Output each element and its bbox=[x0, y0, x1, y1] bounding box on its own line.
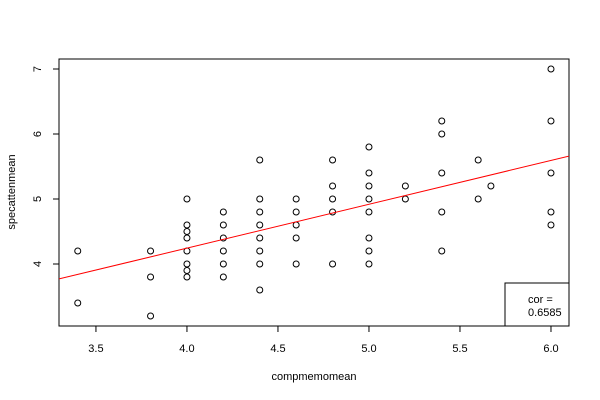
point bbox=[147, 273, 155, 281]
point bbox=[401, 182, 409, 190]
point bbox=[547, 117, 555, 125]
point bbox=[219, 221, 227, 229]
point bbox=[74, 299, 82, 307]
point bbox=[547, 208, 555, 216]
point bbox=[365, 247, 373, 255]
point bbox=[219, 208, 227, 216]
x-tick-label: 6.0 bbox=[543, 343, 558, 355]
point bbox=[438, 117, 446, 125]
point bbox=[365, 260, 373, 268]
point bbox=[365, 195, 373, 203]
x-tick-label: 5.5 bbox=[452, 343, 467, 355]
point bbox=[329, 208, 337, 216]
y-tick-label: 6 bbox=[32, 131, 44, 137]
point bbox=[183, 266, 191, 274]
point bbox=[183, 195, 191, 203]
point bbox=[183, 227, 191, 235]
point bbox=[147, 312, 155, 320]
x-tick-label: 4.5 bbox=[270, 343, 285, 355]
point bbox=[256, 234, 264, 242]
regression-line bbox=[59, 155, 569, 280]
y-axis-label: specattenmean bbox=[6, 154, 18, 229]
x-tick-label: 5.0 bbox=[361, 343, 376, 355]
point bbox=[365, 169, 373, 177]
point bbox=[438, 130, 446, 138]
annotation: 0.6585 bbox=[528, 307, 562, 319]
point bbox=[438, 169, 446, 177]
point bbox=[487, 182, 495, 190]
point bbox=[329, 156, 337, 164]
point bbox=[401, 195, 409, 203]
point bbox=[547, 221, 555, 229]
point bbox=[219, 273, 227, 281]
point bbox=[438, 208, 446, 216]
y-tick-label: 4 bbox=[32, 261, 44, 267]
point bbox=[365, 234, 373, 242]
point bbox=[256, 286, 264, 294]
point bbox=[474, 156, 482, 164]
point bbox=[292, 260, 300, 268]
point bbox=[183, 234, 191, 242]
point bbox=[292, 234, 300, 242]
plot-frame bbox=[58, 58, 570, 327]
x-axis-label: compmemomean bbox=[272, 371, 357, 383]
point bbox=[365, 208, 373, 216]
y-tick-label: 7 bbox=[32, 66, 44, 72]
point bbox=[256, 156, 264, 164]
x-tick-label: 3.5 bbox=[88, 343, 103, 355]
point bbox=[256, 195, 264, 203]
point bbox=[329, 182, 337, 190]
point bbox=[183, 260, 191, 268]
point bbox=[474, 195, 482, 203]
point bbox=[292, 221, 300, 229]
point bbox=[365, 182, 373, 190]
point bbox=[219, 260, 227, 268]
point bbox=[183, 221, 191, 229]
point bbox=[256, 247, 264, 255]
x-tick-label: 4.0 bbox=[179, 343, 194, 355]
point bbox=[219, 247, 227, 255]
point bbox=[183, 273, 191, 281]
annotation: cor = bbox=[528, 294, 553, 306]
point bbox=[329, 260, 337, 268]
y-tick-label: 5 bbox=[32, 196, 44, 202]
point bbox=[292, 195, 300, 203]
point bbox=[219, 234, 227, 242]
point bbox=[292, 208, 300, 216]
point bbox=[74, 247, 82, 255]
point bbox=[147, 247, 155, 255]
point bbox=[256, 260, 264, 268]
point bbox=[438, 247, 446, 255]
legend-box bbox=[504, 282, 570, 327]
point bbox=[329, 195, 337, 203]
point bbox=[547, 169, 555, 177]
point bbox=[365, 143, 373, 151]
point bbox=[256, 221, 264, 229]
point bbox=[256, 208, 264, 216]
point bbox=[547, 65, 555, 73]
